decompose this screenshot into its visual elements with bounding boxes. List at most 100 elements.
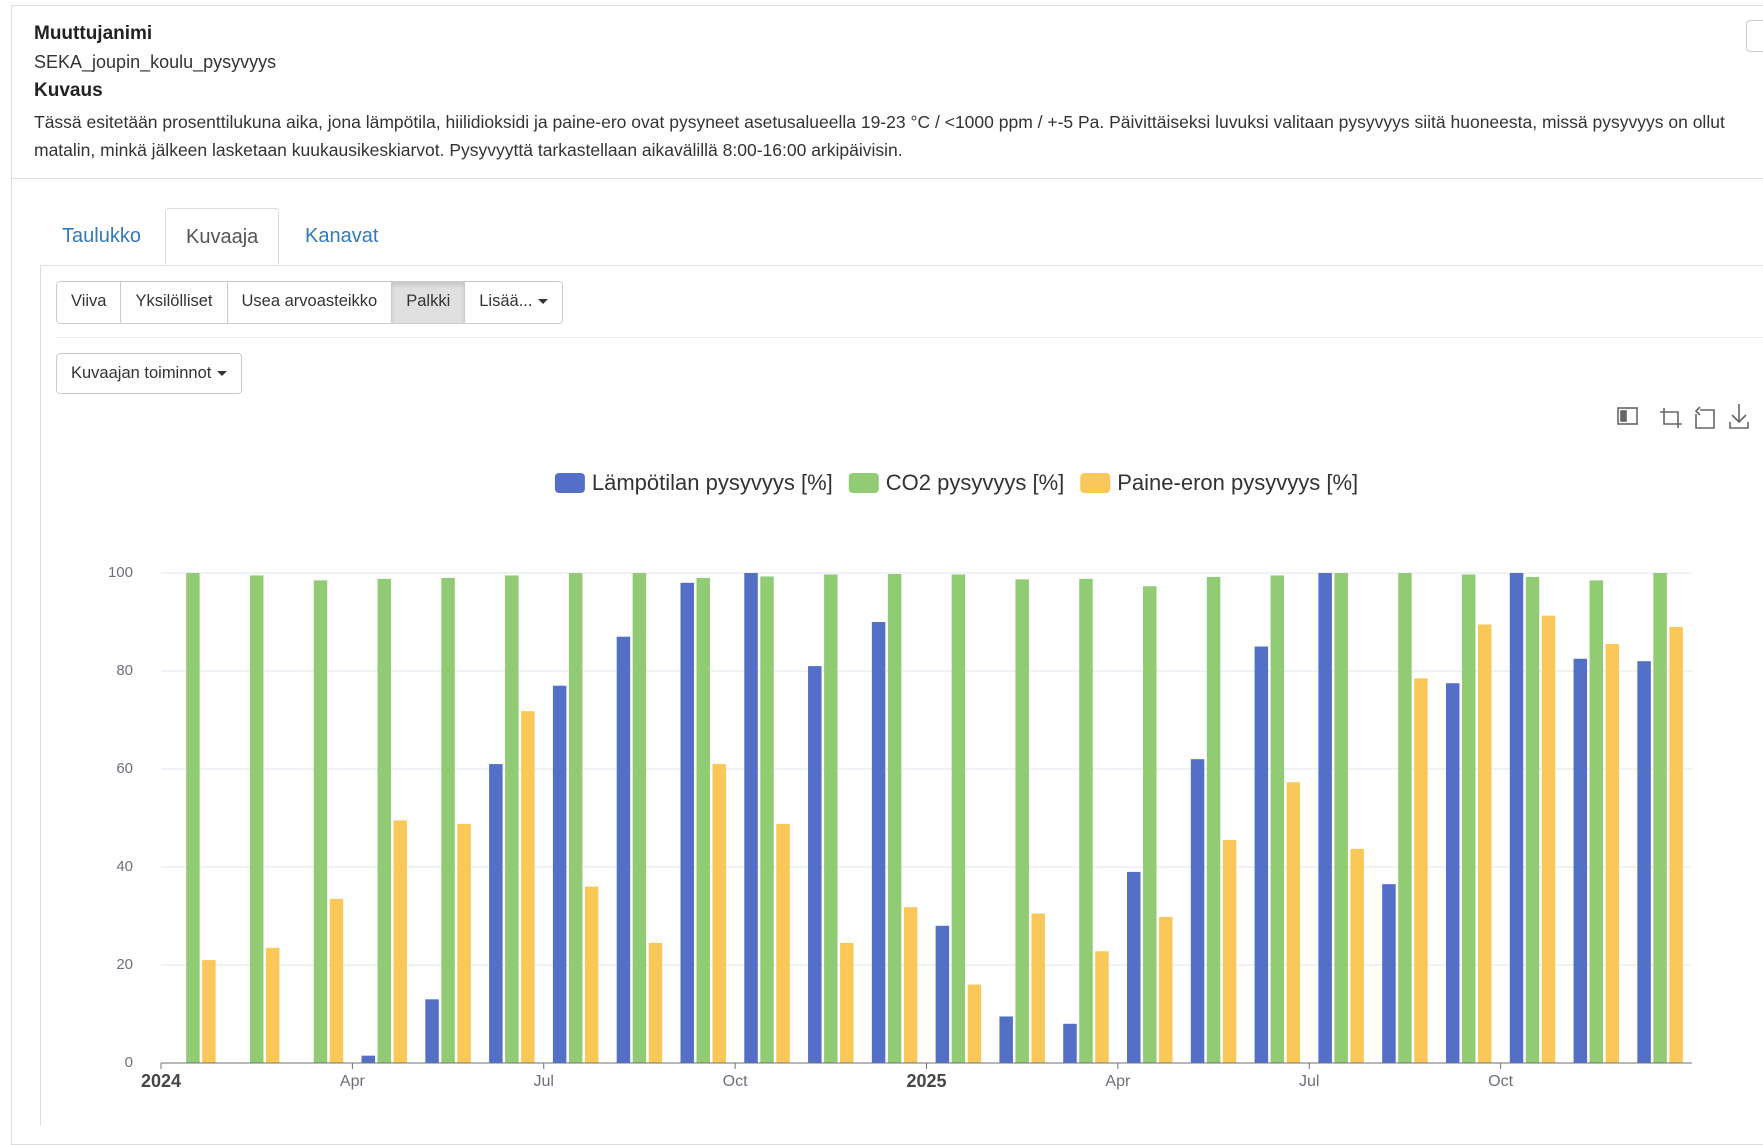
legend-label: Lämpötilan pysyvyys [%] — [592, 470, 833, 495]
page: Muuttujanimi SEKA_joupin_koulu_pysyvyys … — [11, 5, 1763, 1145]
bar — [1637, 661, 1651, 1063]
bar — [521, 711, 535, 1063]
y-tick-label: 80 — [116, 662, 133, 679]
bar — [776, 823, 790, 1063]
name-label: Muuttujanimi — [34, 23, 153, 44]
caret — [217, 371, 228, 377]
bar — [393, 820, 408, 1063]
chart-type-button[interactable]: Lisää... — [465, 282, 563, 323]
x-tick-label: Oct — [723, 1073, 748, 1090]
legend-swatch — [554, 473, 585, 493]
bar — [903, 907, 918, 1063]
collapse-button[interactable] — [1746, 20, 1763, 52]
legend-swatch — [1080, 473, 1111, 493]
legend-item[interactable]: CO2 pysyvyys [%] — [848, 470, 1064, 495]
legend-swatch — [848, 473, 879, 493]
bar — [505, 575, 519, 1063]
bar — [1477, 624, 1492, 1063]
panel-border — [40, 265, 41, 1125]
bar — [824, 574, 838, 1063]
bar — [1669, 626, 1683, 1063]
bar — [887, 573, 902, 1063]
bar — [951, 574, 966, 1063]
chart-type-button[interactable]: Palkki — [392, 282, 466, 323]
bar — [696, 577, 710, 1063]
bar — [967, 984, 982, 1063]
bar — [552, 685, 567, 1063]
bar — [1063, 1023, 1077, 1063]
chart-type-button[interactable]: Yksilölliset — [121, 282, 228, 323]
toolbox-icon[interactable] — [1694, 406, 1715, 429]
bar — [265, 947, 280, 1063]
button-label: Viiva — [71, 292, 107, 310]
bar — [648, 942, 663, 1063]
bar — [935, 925, 950, 1063]
variable-name: SEKA_joupin_koulu_pysyvyys — [34, 52, 277, 72]
bar — [1206, 576, 1221, 1063]
bar — [1222, 840, 1237, 1063]
tab[interactable]: Kanavat — [305, 225, 379, 247]
bar — [1509, 573, 1524, 1063]
bar — [1461, 574, 1476, 1063]
bar — [457, 823, 471, 1063]
toolbox-icon[interactable] — [1729, 404, 1749, 429]
bar — [1334, 573, 1348, 1063]
bar — [1398, 573, 1412, 1063]
chart-type-button[interactable]: Usea arvoasteikko — [227, 282, 393, 323]
bar — [1445, 683, 1460, 1063]
bar — [425, 999, 439, 1063]
bar — [1015, 579, 1029, 1063]
bar — [584, 886, 599, 1063]
bar — [1605, 644, 1620, 1063]
button-label: Usea arvoasteikko — [241, 292, 378, 310]
bar — [1573, 658, 1588, 1063]
x-tick-label: Apr — [1105, 1073, 1131, 1090]
toolbox-icon[interactable] — [1617, 407, 1638, 425]
bar — [680, 582, 694, 1063]
tab-line — [40, 265, 1763, 266]
x-tick-label: Oct — [1488, 1073, 1513, 1090]
bar — [1525, 576, 1540, 1063]
tab[interactable]: Kuvaaja — [165, 208, 280, 265]
description: Tässä esitetään prosenttilukuna aika, jo… — [34, 112, 1725, 160]
bar — [1031, 913, 1045, 1063]
caret — [538, 299, 549, 305]
y-tick-label: 100 — [108, 564, 133, 581]
bar — [441, 577, 455, 1063]
bar — [1254, 646, 1269, 1063]
bar — [489, 764, 503, 1063]
tab[interactable]: Taulukko — [62, 225, 141, 247]
bar — [249, 575, 264, 1063]
bar — [808, 666, 822, 1063]
bar — [1541, 615, 1556, 1063]
bar — [1350, 848, 1364, 1063]
bar — [840, 942, 854, 1063]
chart: 0 20 40 60 80 100 2024 Apr Jul Oct 2025 Apr Jul Oct Lä… — [108, 404, 1749, 1091]
button-label: Lisää... — [479, 292, 533, 310]
toolbox-icon[interactable] — [1660, 408, 1682, 428]
x-tick-label: Jul — [1299, 1073, 1319, 1090]
separator — [56, 337, 1763, 338]
legend-item[interactable]: Paine-eron pysyvyys [%] — [1080, 470, 1358, 495]
button-label: Yksilölliset — [135, 292, 213, 310]
chart-actions-button[interactable]: Kuvaajan toiminnot — [56, 353, 243, 394]
bar — [999, 1016, 1013, 1063]
description-label: Kuvaus — [34, 80, 103, 101]
legend-label: CO2 pysyvyys [%] — [886, 470, 1064, 495]
button-label: Kuvaajan toiminnot — [71, 364, 212, 382]
bar — [1190, 759, 1205, 1063]
bar — [760, 576, 774, 1063]
bar — [712, 764, 726, 1063]
button-label: Palkki — [406, 292, 451, 310]
legend: Lämpötilan pysyvyys [%] CO2 pysyvyys [%] P… — [554, 470, 1358, 495]
toolbox — [1617, 404, 1749, 429]
bar — [202, 960, 216, 1063]
legend-item[interactable]: Lämpötilan pysyvyys [%] — [554, 470, 833, 495]
bar — [1589, 580, 1604, 1063]
bar — [1318, 573, 1332, 1063]
bar — [1095, 951, 1109, 1063]
chart-type-button[interactable]: Viiva — [57, 282, 122, 323]
bar — [361, 1055, 376, 1063]
bar — [1414, 678, 1428, 1063]
bar — [616, 636, 631, 1063]
